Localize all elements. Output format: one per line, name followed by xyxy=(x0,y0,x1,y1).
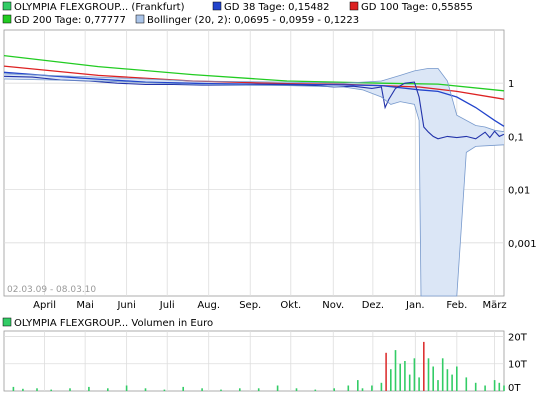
volume-y-tick-label: 0T xyxy=(508,383,521,394)
volume-bar xyxy=(503,385,505,391)
volume-bar xyxy=(404,361,406,391)
volume-y-tick-label: 10T xyxy=(508,360,528,371)
volume-grid xyxy=(4,331,504,391)
legend: OLYMPIA FLEXGROUP... (Frankfurt) GD 38 T… xyxy=(2,1,473,26)
legend-label-gd38: GD 38 Tage: 0,15482 xyxy=(224,2,330,13)
x-axis: April Mai Juni Juli Aug. Sep. Okt. Nov. Dez. Jan.… xyxy=(33,300,506,311)
volume-bar xyxy=(456,366,458,391)
legend-label-volume: OLYMPIA FLEXGROUP... Volumen in Euro xyxy=(14,318,213,329)
volume-bar xyxy=(125,385,128,391)
x-tick-label: März xyxy=(483,300,507,311)
price-y-tick-label: 1 xyxy=(508,79,514,90)
volume-bar xyxy=(314,389,317,391)
x-tick-label: Nov. xyxy=(322,300,344,311)
volume-bar xyxy=(474,382,477,391)
series-line-bollinger-oben xyxy=(3,68,505,133)
x-tick-label: Okt. xyxy=(280,300,301,311)
volume-bar xyxy=(498,382,501,391)
volume-bar xyxy=(465,377,468,391)
volume-bar xyxy=(361,388,364,391)
x-tick-label: Juli xyxy=(159,300,175,311)
x-tick-label: Aug. xyxy=(197,300,220,311)
x-tick-label: Dez. xyxy=(362,300,384,311)
volume-bar xyxy=(182,386,184,391)
volume-bar xyxy=(347,385,350,391)
volume-bar xyxy=(50,389,52,391)
volume-y-axis: 0T 10T 20T xyxy=(508,332,528,394)
volume-bar xyxy=(257,388,260,391)
volume-bar xyxy=(276,385,279,391)
volume-bar xyxy=(446,369,449,391)
volume-bar xyxy=(107,388,109,391)
series-line-gd-38-tage xyxy=(3,71,505,127)
price-y-tick-label: 0,01 xyxy=(508,186,530,197)
volume-plot: 0T 10T 20T xyxy=(3,330,528,394)
volume-bar xyxy=(201,388,203,391)
volume-bar xyxy=(295,388,298,391)
price-y-axis: 1 0,1 0,01 0,001 xyxy=(508,79,537,250)
volume-bar xyxy=(144,388,147,391)
legend-label-gd100: GD 100 Tage: 0,55855 xyxy=(361,2,473,13)
volume-bar xyxy=(418,377,420,391)
volume-bar xyxy=(427,358,430,391)
volume-bar xyxy=(394,350,397,391)
volume-bar xyxy=(357,380,359,391)
volume-bar xyxy=(163,389,166,391)
volume-bar xyxy=(390,369,392,391)
volume-bar xyxy=(371,385,373,391)
x-tick-label: Mai xyxy=(76,300,94,311)
volume-bar xyxy=(484,385,486,391)
volume-bar xyxy=(88,386,90,391)
bollinger-band-fill xyxy=(4,68,504,297)
legend-swatch-gd38 xyxy=(212,1,222,11)
legend-swatch-bollinger xyxy=(135,14,145,24)
series-line-bollinger-unten xyxy=(3,78,505,297)
legend-label-price: OLYMPIA FLEXGROUP... (Frankfurt) xyxy=(14,2,185,13)
volume-bar xyxy=(399,363,401,391)
volume-bar xyxy=(423,341,425,391)
volume-bar xyxy=(333,388,335,391)
legend-swatch-gd200 xyxy=(2,14,12,24)
legend-label-gd200: GD 200 Tage: 0,77777 xyxy=(14,15,126,26)
volume-bar xyxy=(220,389,222,391)
volume-bar xyxy=(36,388,38,391)
volume-bar xyxy=(493,380,496,391)
volume-bar xyxy=(437,380,439,391)
volume-y-tick-label: 20T xyxy=(508,332,528,343)
volume-bars xyxy=(12,341,505,391)
volume-bar xyxy=(12,386,15,391)
volume-bar xyxy=(22,388,24,391)
volume-bar xyxy=(432,366,434,391)
volume-bar xyxy=(451,374,453,391)
price-y-tick-label: 0,1 xyxy=(508,132,524,143)
bollinger-band xyxy=(4,68,504,297)
legend-swatch-volume xyxy=(2,317,12,327)
volume-bar xyxy=(69,388,71,391)
volume-bar xyxy=(385,352,387,391)
volume-bar xyxy=(441,358,444,391)
x-tick-label: Feb. xyxy=(446,300,467,311)
volume-bar xyxy=(380,382,383,391)
legend-swatch-gd100 xyxy=(349,1,359,11)
price-y-tick-label: 0,001 xyxy=(508,239,537,250)
x-tick-label: Juni xyxy=(116,300,135,311)
date-range: 02.03.09 - 08.03.10 xyxy=(7,285,96,295)
x-tick-label: April xyxy=(33,300,56,311)
legend-label-bollinger: Bollinger (20, 2): 0,0695 - 0,0959 - 0,1… xyxy=(147,15,359,26)
price-lines xyxy=(3,54,505,297)
series-line-gd-200-tage xyxy=(3,54,505,92)
volume-bar xyxy=(413,358,416,391)
x-tick-label: Sep. xyxy=(239,300,261,311)
volume-bar xyxy=(239,388,241,391)
x-tick-label: Jan. xyxy=(405,300,425,311)
volume-plot-frame xyxy=(3,330,505,392)
legend-swatch-price xyxy=(2,1,12,11)
price-plot: 1 0,1 0,01 0,001 02.03.09 - 08.03.10 xyxy=(3,29,537,297)
volume-bar xyxy=(408,374,411,391)
series-line-kurs xyxy=(3,75,505,140)
